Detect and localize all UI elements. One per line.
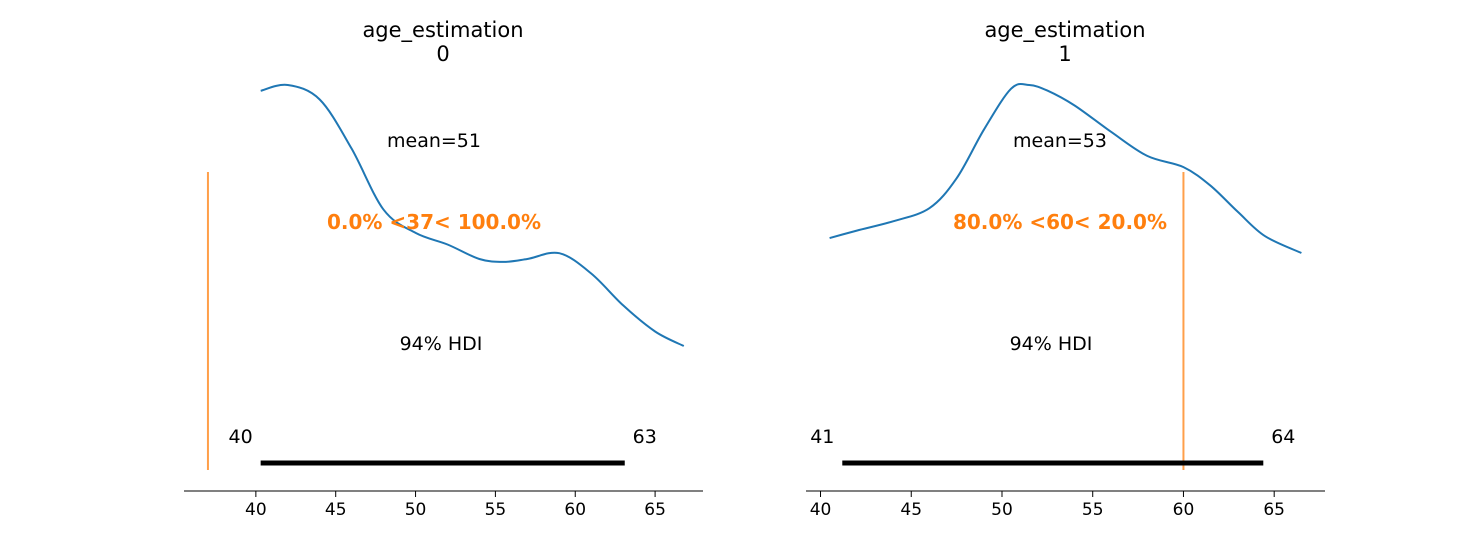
hdi-label: 94% HDI xyxy=(1010,333,1093,355)
panel-title-line-2: 0 xyxy=(436,42,449,66)
x-tick-label: 50 xyxy=(405,500,427,520)
reference-label: 80.0% <60< 20.0% xyxy=(953,210,1167,234)
density-curve xyxy=(260,83,685,347)
x-tick-label: 50 xyxy=(991,500,1013,520)
mean-label: mean=53 xyxy=(1013,130,1107,152)
hdi-label: 94% HDI xyxy=(400,333,483,355)
hdi-high-label: 64 xyxy=(1271,426,1295,448)
x-tick-label: 55 xyxy=(485,500,507,520)
density-curve xyxy=(829,82,1302,254)
x-tick-label: 40 xyxy=(810,500,832,520)
x-tick-label: 55 xyxy=(1082,500,1104,520)
mean-label: mean=51 xyxy=(387,130,481,152)
x-tick-label: 65 xyxy=(644,500,666,520)
x-tick-label: 40 xyxy=(245,500,267,520)
panel-title-line-1: age_estimation xyxy=(984,18,1145,43)
x-tick-label: 45 xyxy=(900,500,922,520)
x-tick-label: 45 xyxy=(325,500,347,520)
panel-title-line-1: age_estimation xyxy=(362,18,523,43)
x-tick-label: 60 xyxy=(1173,500,1195,520)
panel-title-line-2: 1 xyxy=(1058,42,1071,66)
reference-label: 0.0% <37< 100.0% xyxy=(327,210,541,234)
x-tick-label: 60 xyxy=(564,500,586,520)
hdi-low-label: 40 xyxy=(229,426,253,448)
hdi-low-label: 41 xyxy=(810,426,834,448)
x-tick-label: 65 xyxy=(1263,500,1285,520)
hdi-high-label: 63 xyxy=(633,426,657,448)
